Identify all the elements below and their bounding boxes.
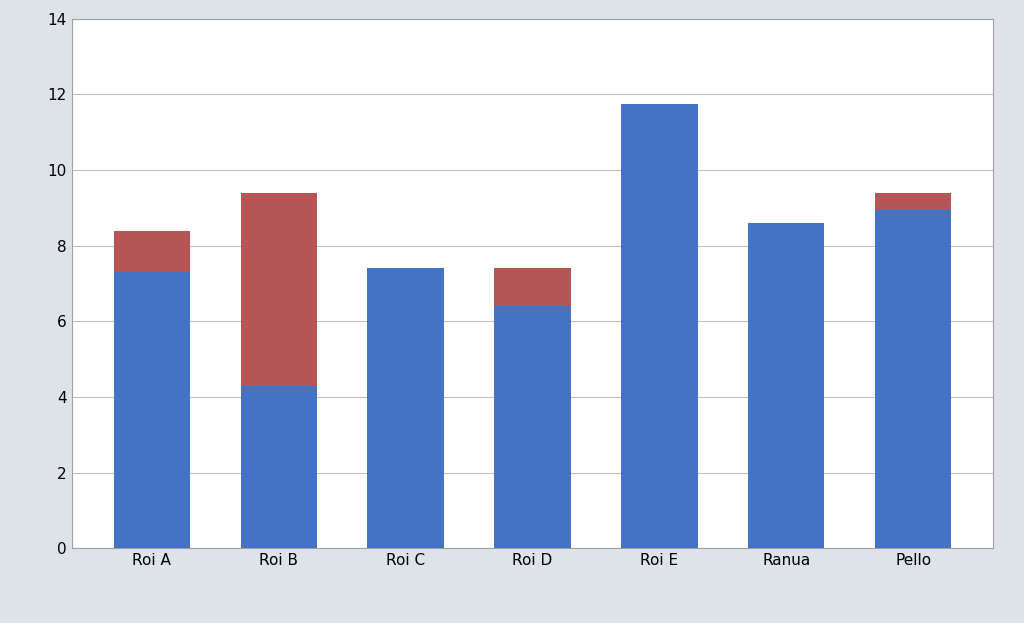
Bar bbox=[241, 386, 316, 548]
Bar bbox=[241, 193, 316, 386]
Bar bbox=[622, 104, 697, 548]
Bar bbox=[495, 269, 570, 306]
Bar bbox=[114, 272, 189, 548]
Bar bbox=[876, 210, 951, 548]
Bar bbox=[495, 306, 570, 548]
Bar bbox=[876, 193, 951, 210]
Bar bbox=[114, 231, 189, 272]
Bar bbox=[368, 269, 443, 548]
Bar bbox=[749, 223, 824, 548]
